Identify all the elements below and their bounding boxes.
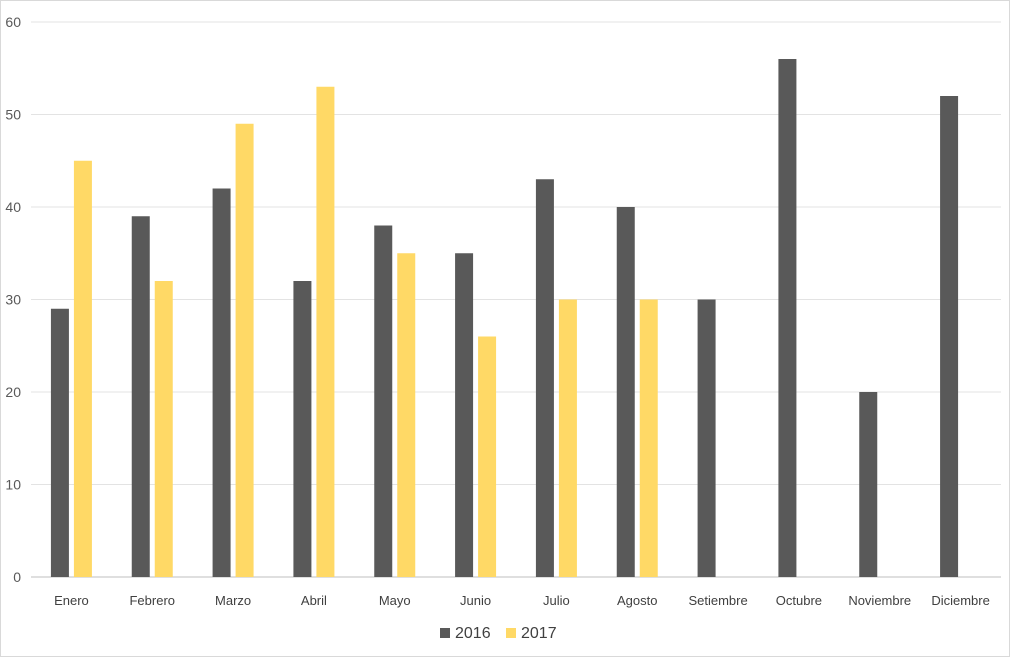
bar-2016-octubre: [778, 59, 797, 577]
bar-2016-julio: [535, 179, 554, 577]
bar-2017-agosto: [639, 299, 658, 577]
legend-swatch-2017: [506, 628, 516, 638]
bar-2016-marzo: [212, 188, 231, 577]
bar-2016-diciembre: [940, 96, 959, 577]
y-tick-label-0: 0: [13, 569, 21, 585]
bar-2017-febrero: [154, 281, 173, 577]
bar-2016-abril: [293, 281, 312, 577]
legend-label-2017: 2017: [521, 625, 557, 642]
x-tick-label-julio: Julio: [543, 593, 570, 608]
x-tick-label-agosto: Agosto: [617, 593, 657, 608]
y-tick-label-30: 30: [5, 292, 21, 308]
bar-2016-enero: [50, 308, 69, 577]
x-tick-label-diciembre: Diciembre: [931, 593, 990, 608]
x-tick-label-setiembre: Setiembre: [688, 593, 747, 608]
y-tick-label-10: 10: [5, 477, 21, 493]
bar-2016-mayo: [374, 225, 393, 577]
y-tick-label-20: 20: [5, 384, 21, 400]
y-axis-ticks: 0 10 20 30 40 50 60: [5, 14, 21, 585]
bar-2016-setiembre: [697, 299, 716, 577]
x-tick-label-junio: Junio: [460, 593, 491, 608]
bar-2017-junio: [478, 336, 497, 577]
bar-2016-agosto: [616, 207, 635, 577]
legend-swatch-2016: [440, 628, 450, 638]
x-axis-ticks: Enero Febrero Marzo Abril Mayo Junio Julio Agos…: [54, 593, 990, 608]
x-tick-label-enero: Enero: [54, 593, 89, 608]
bar-2017-abril: [316, 86, 335, 577]
legend-label-2016: 2016: [455, 625, 491, 642]
x-tick-label-febrero: Febrero: [129, 593, 175, 608]
x-tick-label-noviembre: Noviembre: [848, 593, 911, 608]
bar-2017-mayo: [397, 253, 416, 577]
bars: [50, 59, 959, 577]
bar-2017-marzo: [235, 123, 254, 577]
bar-2017-julio: [558, 299, 577, 577]
bar-2016-junio: [455, 253, 474, 577]
x-tick-label-abril: Abril: [301, 593, 327, 608]
bar-2016-febrero: [131, 216, 150, 577]
bar-2016-noviembre: [859, 392, 878, 577]
gridlines: [31, 21, 1001, 578]
y-tick-label-60: 60: [5, 14, 21, 30]
legend: 2016 2017: [440, 625, 557, 642]
bar-2017-enero: [73, 160, 92, 577]
x-tick-label-mayo: Mayo: [379, 593, 411, 608]
x-tick-label-octubre: Octubre: [776, 593, 822, 608]
y-tick-label-40: 40: [5, 199, 21, 215]
x-tick-label-marzo: Marzo: [215, 593, 251, 608]
y-tick-label-50: 50: [5, 107, 21, 123]
